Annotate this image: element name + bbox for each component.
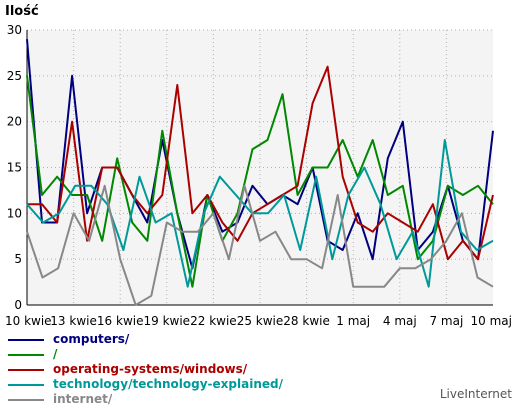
y-tick-label: 15	[7, 161, 22, 175]
y-tick-label: 20	[7, 115, 22, 129]
legend-label: computers/	[53, 332, 130, 346]
y-axis-title: Ilość	[5, 4, 39, 19]
brand-logo: LiveInternet	[439, 387, 512, 401]
series-line-technology-technology-explained	[26, 139, 494, 288]
x-tick-label: 16 kwie	[97, 314, 144, 328]
x-tick-label: 22 kwie	[190, 314, 237, 328]
x-tick-label: 19 kwie	[144, 314, 191, 328]
y-tick-label: 30	[7, 23, 22, 37]
legend-swatch	[8, 384, 44, 386]
series-line-internet	[26, 184, 494, 306]
x-tick-label: 4 maj	[383, 314, 417, 328]
x-tick-label: 10 kwie	[5, 314, 52, 328]
legend-label: internet/	[53, 392, 113, 406]
x-tick-label: 1 maj	[336, 314, 370, 328]
y-tick-label: 5	[14, 252, 22, 266]
x-tick-label: 25 kwie	[237, 314, 284, 328]
y-tick-label: 0	[14, 298, 22, 312]
y-tick-label: 25	[7, 69, 22, 83]
x-tick-label: 10 maj	[471, 314, 512, 328]
legend-swatch	[8, 399, 44, 401]
legend-swatch	[8, 339, 44, 341]
legend-swatch	[8, 369, 44, 371]
series-line-operating-systems-windows	[27, 65, 494, 261]
legend-label: operating-systems/windows/	[53, 362, 248, 376]
y-tick-label: 10	[7, 206, 22, 220]
legend-label: /	[53, 347, 58, 361]
x-tick-label: 28 kwie	[283, 314, 330, 328]
x-tick-label: 7 maj	[429, 314, 463, 328]
legend-swatch	[8, 354, 44, 356]
x-tick-label: 13 kwie	[50, 314, 97, 328]
series-line-root	[26, 75, 494, 288]
legend-label: technology/technology-explained/	[53, 377, 283, 391]
